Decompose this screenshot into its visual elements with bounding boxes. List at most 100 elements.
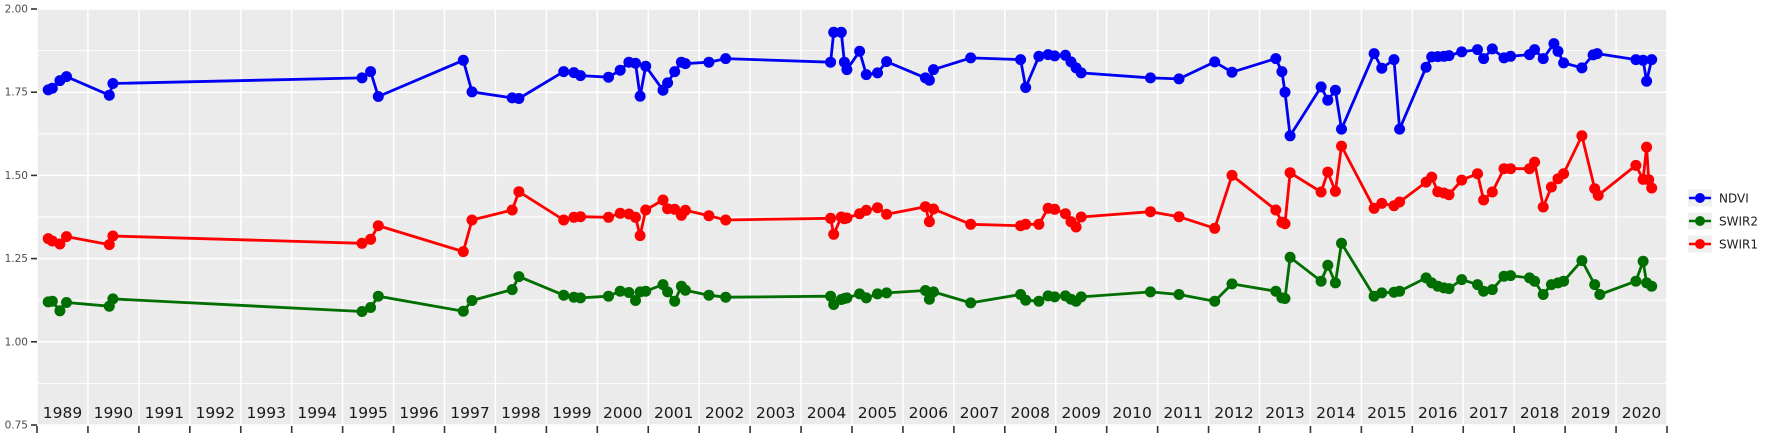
x-tick-label: 2006 xyxy=(909,404,948,422)
data-point xyxy=(965,297,977,309)
legend: NDVI SWIR2 SWIR1 xyxy=(1688,189,1758,253)
data-point xyxy=(365,233,377,245)
data-point xyxy=(1641,141,1653,153)
data-point xyxy=(1075,291,1087,303)
data-point xyxy=(1020,82,1032,93)
legend-marker-point-icon xyxy=(1695,193,1705,203)
x-tick-label: 1996 xyxy=(399,404,438,422)
data-point xyxy=(506,204,518,216)
data-point xyxy=(1486,186,1498,198)
data-point xyxy=(372,290,384,302)
data-point xyxy=(1336,140,1347,152)
data-point xyxy=(841,292,853,304)
x-tick-label: 1993 xyxy=(246,404,285,422)
y-tick-label: 1.50 xyxy=(5,170,28,182)
data-point xyxy=(1589,279,1601,291)
x-tick-label: 2004 xyxy=(807,404,846,422)
x-tick-label: 2011 xyxy=(1163,404,1202,422)
data-point xyxy=(630,211,641,223)
data-point xyxy=(1646,182,1658,194)
data-point xyxy=(1322,166,1334,178)
data-point xyxy=(1594,289,1606,300)
data-point xyxy=(1270,204,1282,216)
data-point xyxy=(965,52,977,64)
data-point xyxy=(1226,278,1238,290)
data-point xyxy=(1279,218,1291,230)
x-tick-label: 1999 xyxy=(552,404,591,422)
data-point xyxy=(630,57,641,69)
data-point xyxy=(54,305,66,317)
data-point xyxy=(356,306,368,317)
data-point xyxy=(1173,73,1185,85)
x-tick-label: 2002 xyxy=(705,404,744,422)
data-point xyxy=(1456,46,1468,58)
data-point xyxy=(1226,66,1238,78)
data-point xyxy=(1284,251,1296,263)
data-point xyxy=(662,77,674,89)
data-point xyxy=(1641,75,1653,87)
x-tick-label: 2013 xyxy=(1265,404,1304,422)
data-point xyxy=(1505,270,1517,282)
data-point xyxy=(703,289,715,301)
data-point xyxy=(1173,211,1185,223)
data-point xyxy=(1376,62,1388,74)
data-point xyxy=(1420,61,1432,73)
data-point xyxy=(372,220,384,232)
data-point xyxy=(1443,50,1455,62)
data-point xyxy=(603,71,614,83)
legend-item-SWIR2: SWIR2 xyxy=(1688,212,1758,230)
x-tick-label: 1992 xyxy=(196,404,235,422)
data-point xyxy=(835,26,847,38)
data-point xyxy=(1368,48,1380,60)
data-point xyxy=(1558,275,1570,287)
data-point xyxy=(1049,291,1061,303)
data-point xyxy=(1336,237,1347,249)
data-point xyxy=(928,64,939,76)
data-point xyxy=(825,56,837,68)
data-point xyxy=(720,291,732,303)
x-tick-label: 1989 xyxy=(43,404,82,422)
data-point xyxy=(1576,62,1588,74)
data-point xyxy=(356,237,368,249)
series-SWIR2 xyxy=(42,237,1658,317)
data-point xyxy=(46,295,58,307)
data-point xyxy=(825,290,837,302)
data-point xyxy=(1015,54,1027,66)
data-point xyxy=(1075,67,1087,79)
data-point xyxy=(860,69,872,81)
data-point xyxy=(107,78,119,89)
data-point xyxy=(1394,196,1406,208)
data-point xyxy=(1049,203,1061,215)
data-point xyxy=(1059,208,1071,220)
data-point xyxy=(575,211,586,223)
data-point xyxy=(1472,168,1483,180)
data-point xyxy=(1145,206,1156,218)
data-point xyxy=(356,72,368,84)
data-point xyxy=(1591,48,1603,60)
data-point xyxy=(1486,284,1498,296)
data-point xyxy=(558,289,570,301)
data-point xyxy=(1394,123,1406,135)
data-point xyxy=(1070,221,1082,233)
data-point xyxy=(919,285,931,296)
x-tick-label: 2019 xyxy=(1571,404,1610,422)
data-point xyxy=(1284,130,1296,142)
data-point xyxy=(1209,56,1221,68)
data-point xyxy=(872,202,883,214)
data-point xyxy=(1637,54,1649,66)
data-point xyxy=(679,58,691,70)
data-point xyxy=(703,210,715,222)
data-point xyxy=(634,90,646,102)
data-point xyxy=(1478,53,1490,65)
data-point xyxy=(513,271,525,283)
data-point xyxy=(614,207,626,219)
data-point xyxy=(1329,277,1341,289)
data-point xyxy=(1394,285,1406,297)
data-point xyxy=(457,54,469,66)
x-tick-label: 1991 xyxy=(145,404,184,422)
data-point xyxy=(640,285,652,297)
data-point xyxy=(603,211,614,223)
legend-item-NDVI: NDVI xyxy=(1688,189,1749,207)
data-point xyxy=(61,297,72,308)
data-point xyxy=(466,214,478,226)
